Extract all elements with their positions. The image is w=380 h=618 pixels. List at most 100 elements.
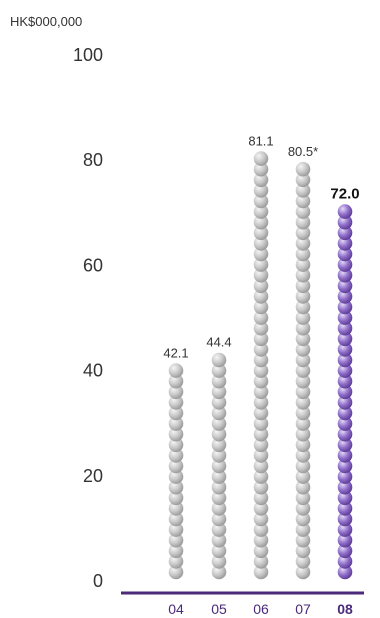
bar-05 [211,352,227,580]
value-label-05: 44.4 [206,335,231,350]
pearl [295,384,311,400]
pearl [211,448,227,463]
pearl [295,214,311,230]
pearl [337,532,353,548]
pearl [337,320,353,336]
pearl [253,236,269,251]
pearl [211,416,227,431]
pearl [295,405,311,421]
pearl [253,469,269,484]
pearl [337,310,353,325]
pearl [337,363,353,378]
pearl [253,363,269,378]
x-tick-label-04: 04 [168,601,184,617]
pearl [337,289,353,304]
pearl [168,543,184,559]
pearl [337,564,353,580]
pearl [253,352,269,368]
pearl [295,320,311,336]
pearl [253,342,269,357]
pearl [253,479,269,495]
pearl [337,522,353,537]
pearl [295,458,311,474]
pearl [253,416,269,431]
y-tick-label: 60 [83,255,103,275]
y-tick-label: 80 [83,150,103,170]
pearl [211,469,227,484]
pearl [168,458,184,474]
pearl [295,543,311,559]
pearl [253,395,269,410]
pearl [295,564,311,580]
pearl [337,490,353,506]
pearl [295,501,311,516]
pearl [211,543,227,559]
pearl [253,564,269,580]
pearl [211,458,227,474]
pearl [337,384,353,400]
pearl [211,479,227,495]
pearl [168,511,184,527]
pearl [253,426,269,442]
pearl [253,384,269,400]
pearl [337,416,353,431]
pearl [253,532,269,548]
bars [168,151,353,580]
pearl [211,363,227,378]
pearl [295,448,311,463]
y-tick-label: 40 [83,361,103,381]
y-axis-ticks: 0 20 40 60 80 100 [73,45,103,591]
pearl [253,289,269,304]
pearl [211,405,227,421]
pearl [253,172,269,188]
pearl [337,246,353,262]
pearl [168,490,184,506]
pearl [253,511,269,527]
pearl [337,511,353,527]
pearl [295,331,311,347]
pearl [337,267,353,283]
pearl [168,405,184,421]
pearl [337,543,353,559]
pearl [295,490,311,506]
pearl [253,193,269,209]
pearl [295,161,311,177]
pearl [253,522,269,537]
pearl [295,183,311,198]
pearl [211,352,227,368]
pearl [168,373,184,389]
pearl [253,373,269,389]
y-tick-label: 0 [93,571,103,591]
unit-label: HK$000,000 [10,14,82,29]
pearl [211,426,227,442]
pearl [337,373,353,389]
pearl [295,532,311,548]
pearl [168,554,184,569]
pearl [295,416,311,431]
pearl [168,532,184,548]
pearl [337,501,353,516]
x-tick-label-06: 06 [253,601,269,617]
pearl [295,522,311,537]
pearl [253,405,269,421]
pearl [211,437,227,453]
pearl [337,299,353,315]
pearl [337,469,353,484]
pearl [337,225,353,241]
pearl [295,257,311,272]
pearl [253,554,269,569]
pearl [295,469,311,484]
pearl [253,225,269,241]
pearl [295,246,311,262]
pearl [253,437,269,453]
pearl [253,501,269,516]
pearl [253,310,269,325]
pearl [253,161,269,177]
pearl [295,172,311,188]
pearl [295,225,311,241]
pearl [168,564,184,580]
pearl [337,257,353,272]
pearl [211,395,227,410]
pearl [295,204,311,219]
